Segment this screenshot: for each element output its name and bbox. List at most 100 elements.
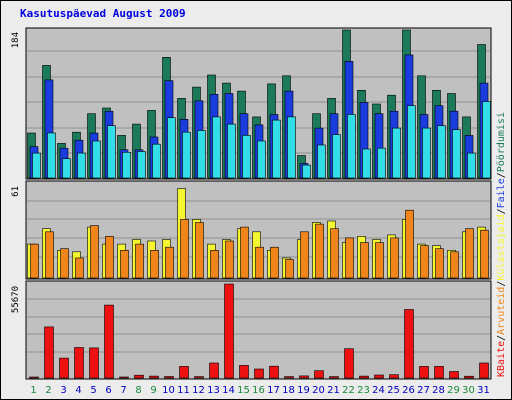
bar-requests-lehek-lgi-day-12	[197, 130, 206, 179]
bar-kbytes-kbaite-day-15	[239, 365, 249, 379]
bar-requests-lehek-lgi-day-20	[317, 144, 326, 179]
x-tick-day-10: 10	[162, 385, 175, 396]
bar-kbytes-kbaite-day-25	[389, 374, 399, 379]
legend-item-kbaite: KBaite	[496, 341, 507, 377]
legend-separator: /	[496, 335, 507, 341]
bar-visits-arvuteid-day-11	[180, 219, 189, 279]
bar-kbytes-kbaite-day-6	[104, 304, 114, 379]
bar-visits-arvuteid-day-27	[420, 245, 429, 279]
bar-kbytes-kbaite-day-22	[344, 348, 354, 379]
bar-visits-arvuteid-day-24	[375, 242, 384, 279]
bar-visits-arvuteid-day-9	[150, 250, 159, 279]
bar-visits-arvuteid-day-23	[360, 242, 369, 279]
x-tick-day-31: 31	[477, 385, 490, 396]
x-tick-day-9: 9	[150, 385, 156, 396]
bar-visits-arvuteid-day-8	[135, 243, 144, 279]
bar-requests-lehek-lgi-day-3	[62, 158, 71, 179]
x-tick-day-21: 21	[327, 385, 340, 396]
bar-kbytes-kbaite-day-21	[329, 376, 339, 379]
bar-requests-lehek-lgi-day-4	[77, 152, 86, 179]
bar-visits-arvuteid-day-21	[330, 228, 339, 279]
x-tick-day-14: 14	[222, 385, 235, 396]
bar-requests-lehek-lgi-day-28	[437, 125, 446, 179]
bar-kbytes-kbaite-day-13	[209, 362, 219, 379]
bar-requests-lehek-lgi-day-2	[47, 132, 56, 179]
bar-requests-lehek-lgi-day-8	[137, 151, 146, 179]
x-tick-day-23: 23	[357, 385, 370, 396]
bar-requests-lehek-lgi-day-13	[212, 116, 221, 179]
bar-visits-arvuteid-day-30	[465, 228, 474, 279]
x-tick-day-11: 11	[177, 385, 190, 396]
x-tick-day-20: 20	[312, 385, 325, 396]
bar-requests-lehek-lgi-day-7	[122, 152, 131, 179]
legend-separator: /	[496, 208, 507, 214]
bar-kbytes-kbaite-day-20	[314, 370, 324, 379]
bar-requests-lehek-lgi-day-26	[407, 105, 416, 179]
bar-kbytes-kbaite-day-2	[44, 326, 54, 379]
bar-kbytes-kbaite-day-17	[269, 365, 279, 379]
bar-requests-lehek-lgi-day-9	[152, 143, 161, 179]
bar-visits-arvuteid-day-25	[390, 237, 399, 279]
x-tick-day-16: 16	[252, 385, 265, 396]
bar-kbytes-kbaite-day-1	[29, 376, 39, 379]
chart-legend: KBaite/Arvuteid/Külastajaid/Faile/Pöördu…	[496, 112, 507, 377]
x-tick-day-4: 4	[75, 385, 81, 396]
x-tick-day-12: 12	[192, 385, 205, 396]
y-tick-kbytes: 55670	[11, 286, 21, 313]
x-tick-day-19: 19	[297, 385, 310, 396]
legend-separator: /	[496, 172, 507, 178]
bar-visits-arvuteid-day-31	[480, 229, 489, 279]
y-tick-requests: 184	[11, 32, 21, 48]
x-tick-day-13: 13	[207, 385, 220, 396]
bar-kbytes-kbaite-day-26	[404, 309, 414, 379]
bar-visits-arvuteid-day-26	[405, 209, 414, 279]
bar-requests-lehek-lgi-day-29	[452, 129, 461, 179]
bar-requests-lehek-lgi-day-5	[92, 140, 101, 179]
bar-visits-arvuteid-day-19	[300, 231, 309, 279]
x-tick-day-5: 5	[90, 385, 96, 396]
bar-requests-lehek-lgi-day-1	[32, 152, 41, 179]
bar-visits-arvuteid-day-7	[120, 250, 129, 279]
bar-requests-lehek-lgi-day-11	[182, 131, 191, 179]
x-tick-day-28: 28	[432, 385, 445, 396]
x-tick-day-1: 1	[30, 385, 36, 396]
bar-kbytes-kbaite-day-27	[419, 366, 429, 379]
bar-visits-arvuteid-day-28	[435, 248, 444, 279]
bar-kbytes-kbaite-day-11	[179, 366, 189, 379]
bar-kbytes-kbaite-day-10	[164, 376, 174, 379]
bar-requests-lehek-lgi-day-23	[362, 148, 371, 179]
x-tick-day-29: 29	[447, 385, 460, 396]
bar-visits-arvuteid-day-13	[210, 250, 219, 279]
bar-kbytes-kbaite-day-29	[449, 371, 459, 379]
bar-kbytes-kbaite-day-8	[134, 374, 144, 379]
bar-kbytes-kbaite-day-31	[479, 362, 489, 379]
bar-requests-lehek-lgi-day-24	[377, 147, 386, 179]
bar-kbytes-kbaite-day-19	[299, 375, 309, 379]
bar-kbytes-kbaite-day-28	[434, 366, 444, 379]
bar-visits-arvuteid-day-20	[315, 223, 324, 279]
bar-requests-lehek-lgi-day-19	[302, 164, 311, 179]
bar-visits-arvuteid-day-6	[105, 236, 114, 279]
chart-title: Kasutuspäevad August 2009	[20, 7, 186, 20]
x-tick-day-24: 24	[372, 385, 385, 396]
bar-requests-lehek-lgi-day-25	[392, 127, 401, 179]
bar-visits-arvuteid-day-17	[270, 246, 279, 279]
bar-requests-lehek-lgi-day-15	[242, 135, 251, 179]
bar-kbytes-kbaite-day-3	[59, 357, 69, 379]
legend-item-p-rdumisi: Pöördumisi	[496, 112, 507, 172]
bar-kbytes-kbaite-day-12	[194, 376, 204, 379]
y-tick-visits: 61	[11, 186, 21, 197]
bar-requests-lehek-lgi-day-30	[467, 152, 476, 179]
bar-visits-arvuteid-day-15	[240, 226, 249, 279]
x-tick-day-2: 2	[45, 385, 51, 396]
x-tick-day-30: 30	[462, 385, 475, 396]
legend-item-k-lastajaid: Külastajaid	[496, 214, 507, 280]
bar-visits-arvuteid-day-14	[225, 240, 234, 279]
legend-separator: /	[496, 281, 507, 287]
x-tick-day-7: 7	[120, 385, 126, 396]
bar-kbytes-kbaite-day-16	[254, 368, 264, 379]
bar-kbytes-kbaite-day-18	[284, 376, 294, 379]
bar-visits-arvuteid-day-12	[195, 222, 204, 279]
